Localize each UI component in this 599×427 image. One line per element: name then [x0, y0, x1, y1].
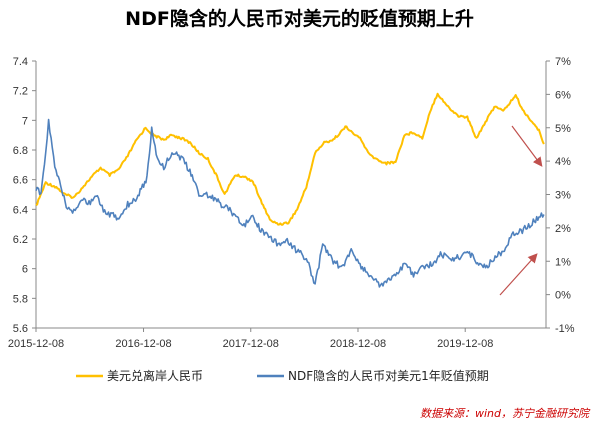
y-left-tick-label: 7.4 — [13, 56, 28, 68]
y-right-tick-label: 7% — [555, 56, 571, 68]
y-right-tick-label: 4% — [555, 156, 571, 168]
y-left-tick-label: 6.4 — [13, 204, 28, 216]
y-right-tick-label: 3% — [555, 190, 571, 202]
arrow-down-annotation — [511, 125, 543, 167]
y-right-tick-label: 0% — [555, 290, 571, 302]
y-left-tick-label: 6.8 — [13, 145, 28, 157]
y-right-tick-label: 5% — [555, 123, 571, 135]
y-right-tick-label: 6% — [555, 89, 571, 101]
legend-label-1: 美元兑离岸人民币 — [107, 368, 203, 383]
y-left-tick-label: 5.8 — [13, 293, 28, 305]
legend-label-2: NDF隐含的人民币对美元1年贬值预期 — [288, 368, 489, 383]
x-tick-label: 2018-12-08 — [330, 338, 386, 350]
y-left-tick-label: 6 — [22, 264, 28, 276]
y-left-tick-label: 6.6 — [13, 175, 28, 187]
series-line-1 — [35, 92, 545, 226]
y-left-tick-label: 5.6 — [13, 323, 28, 335]
x-tick-label: 2016-12-08 — [115, 338, 171, 350]
x-tick-label: 2019-12-08 — [437, 338, 493, 350]
y-right-tick-label: 2% — [555, 223, 571, 235]
y-left-tick-label: 7.2 — [13, 86, 28, 98]
y-left-tick-label: 7 — [22, 115, 28, 127]
x-tick-label: 2017-12-08 — [223, 338, 279, 350]
chart-title: NDF隐含的人民币对美元的贬值预期上升 — [125, 8, 474, 30]
y-right-tick-label: -1% — [555, 323, 575, 335]
arrow-up-annotation — [499, 253, 538, 296]
y-left-tick-label: 6.2 — [13, 234, 28, 246]
x-tick-label: 2015-12-08 — [8, 338, 64, 350]
source-note: 数据来源：wind，苏宁金融研究院 — [419, 407, 589, 420]
y-right-tick-label: 1% — [555, 256, 571, 268]
series-line-2 — [35, 118, 545, 288]
